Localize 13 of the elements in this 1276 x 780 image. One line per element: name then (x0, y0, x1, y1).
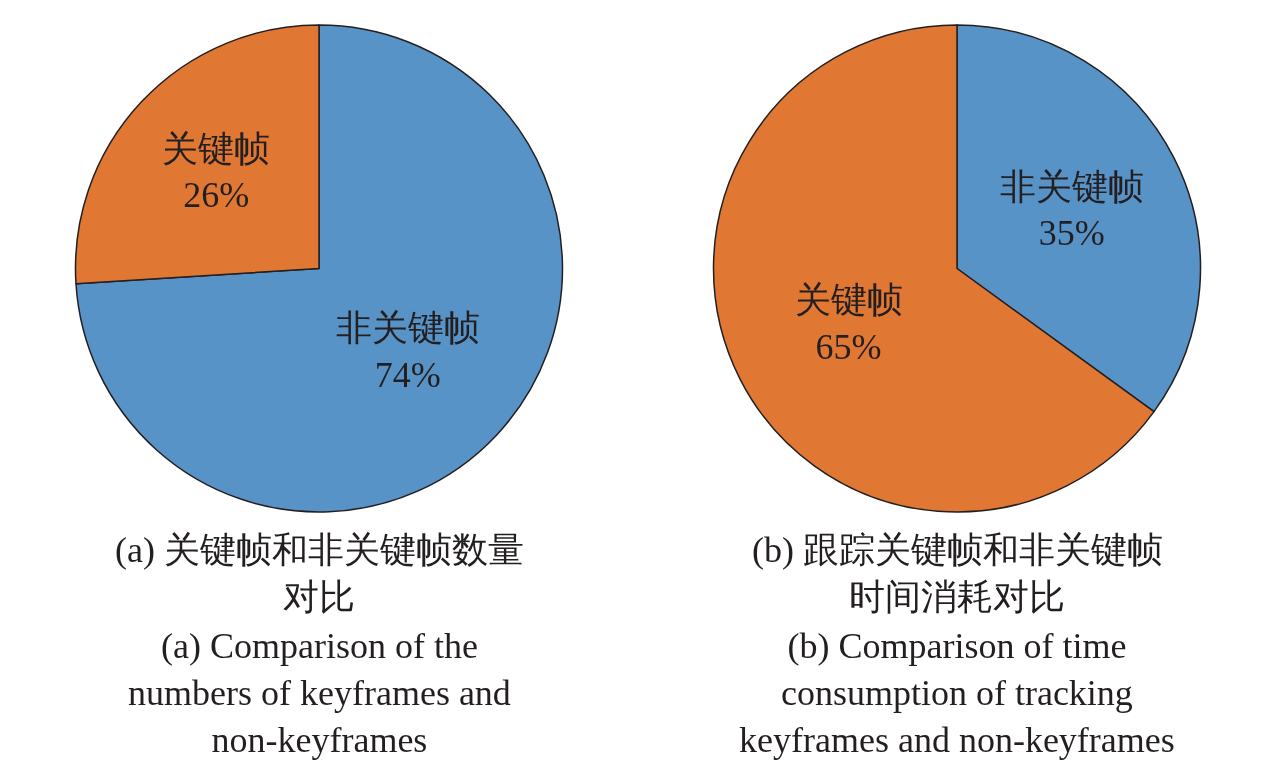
data-label: 65% (815, 327, 882, 368)
text: (a) 关键帧和非关键帧数量对比 (115, 530, 524, 617)
text: (b) Comparison of time consumption of tracking keyframes and non-keyframes (739, 626, 1175, 760)
pie-slice (75, 24, 564, 513)
text: (b) 跟踪关键帧和非关键帧时间消耗对比 (752, 530, 1163, 617)
slice-label: 非关键帧 (999, 166, 1144, 207)
data-label: 26% (183, 175, 250, 216)
slice-label: 关键帧 (162, 128, 271, 169)
text: (a) Comparison of the numbers of keyframes and non-keyframes (128, 626, 511, 760)
data-label: 35% (1038, 213, 1105, 254)
slice-label: 非关键帧 (335, 308, 480, 349)
slice-label: 关键帧 (794, 280, 903, 321)
data-label: 74% (374, 355, 441, 396)
